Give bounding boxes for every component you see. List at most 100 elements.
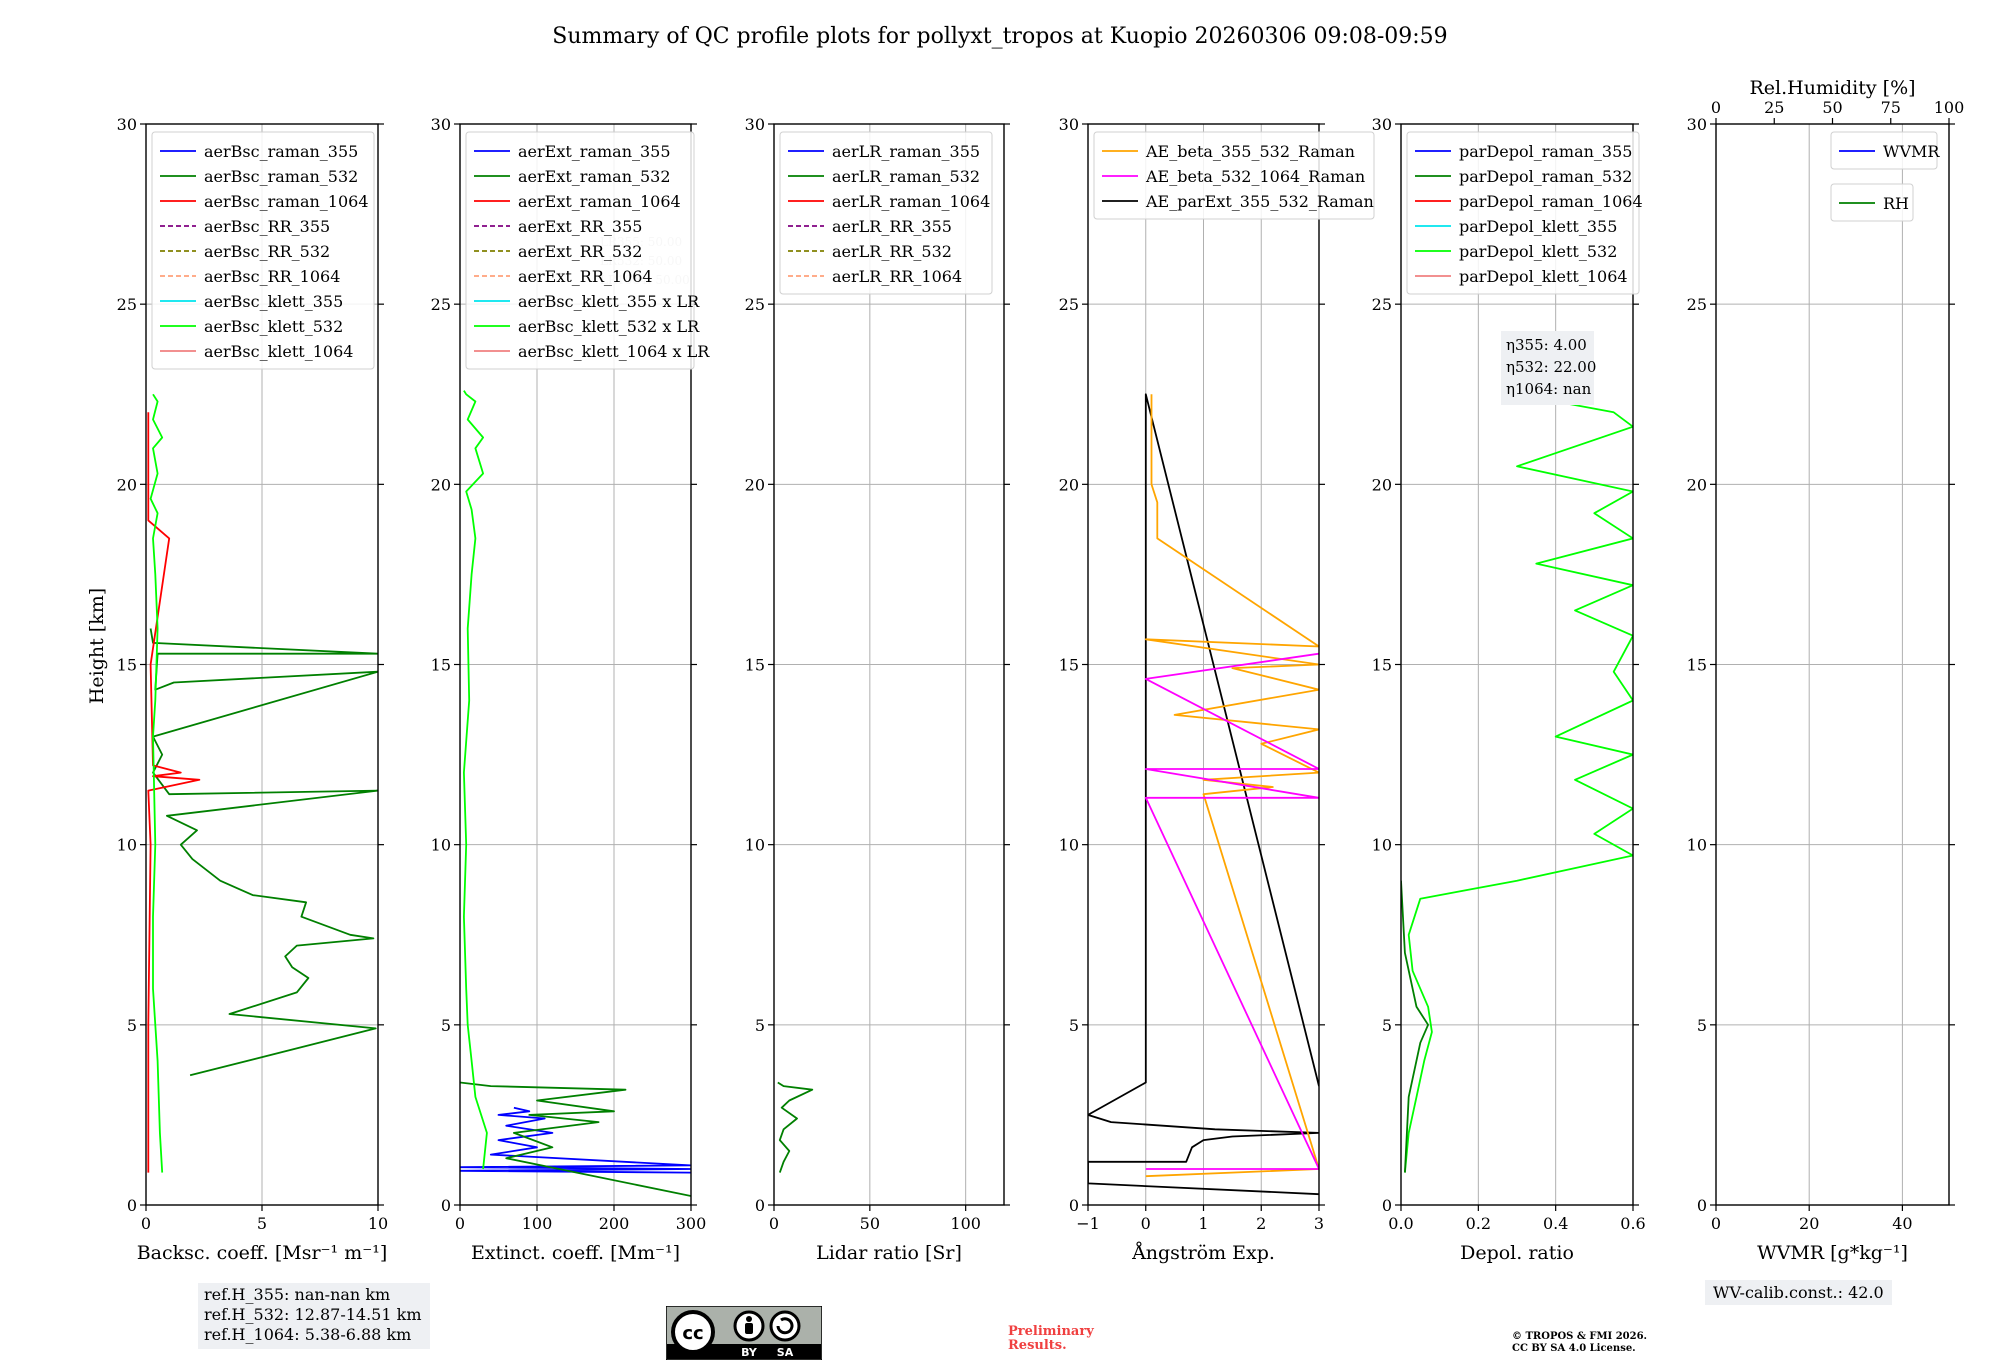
series-line-aerExt_raman_532 <box>460 1081 691 1197</box>
legend-box <box>1406 131 1640 295</box>
series-line-AE_beta_355_532_Raman <box>1144 394 1319 1178</box>
y-tick-label: 5 <box>441 1016 451 1035</box>
y-tick-label: 15 <box>117 656 137 675</box>
top-tick-label: 100 <box>1934 98 1965 117</box>
y-tick-label: 30 <box>117 115 137 134</box>
x-axis-label: Ångström Exp. <box>1131 1242 1275 1264</box>
x-tick-label: 0 <box>1141 1214 1151 1233</box>
y-tick-label: 30 <box>745 115 765 134</box>
legend-entry-label: aerBsc_RR_532 <box>204 242 330 261</box>
x-tick-label: 0 <box>455 1214 465 1233</box>
sa-label: SA <box>777 1346 794 1359</box>
wv-calibration-box: WV-calib.const.: 42.0 <box>1705 1280 1892 1305</box>
y-tick-label: 25 <box>1687 295 1707 314</box>
legend-entry-label: aerExt_RR_1064 <box>518 267 653 286</box>
x-tick-label: 3 <box>1314 1214 1324 1233</box>
legend-entry-label: parDepol_raman_532 <box>1459 167 1632 186</box>
x-tick-label: 0.6 <box>1620 1214 1645 1233</box>
x-axis-label: Depol. ratio <box>1460 1242 1574 1264</box>
y-tick-label: 10 <box>117 836 137 855</box>
top-tick-label: 0 <box>1711 98 1721 117</box>
y-tick-label: 30 <box>1372 115 1392 134</box>
copyright-line-1: © TROPOS & FMI 2026. <box>1512 1331 1648 1342</box>
annotation-box <box>1501 331 1594 405</box>
x-tick-label: 50 <box>860 1214 880 1233</box>
x-tick-label: 100 <box>950 1214 981 1233</box>
annotation-text: η355: 4.00 <box>1506 336 1587 354</box>
series-line-aerBsc_klett_532 x LR <box>462 390 488 1170</box>
y-tick-label: 0 <box>127 1196 137 1215</box>
top-axis-label: Rel.Humidity [%] <box>1749 77 1915 99</box>
x-tick-label: 200 <box>599 1214 630 1233</box>
y-tick-label: 20 <box>1372 475 1392 494</box>
y-tick-label: 0 <box>1069 1196 1079 1215</box>
y-tick-label: 30 <box>1687 115 1707 134</box>
copyright-note: © TROPOS & FMI 2026. CC BY SA 4.0 Licens… <box>1512 1331 1647 1355</box>
series-group <box>1088 393 1319 1196</box>
series-line-AE_parExt_355_532_Raman <box>1088 393 1319 1196</box>
legend-entry-label: aerExt_raman_355 <box>518 142 671 161</box>
y-tick-label: 10 <box>431 836 451 855</box>
legend-entry-label: aerExt_RR_355 <box>518 217 642 236</box>
x-tick-label: 5 <box>257 1214 267 1233</box>
cc-logo-text: cc <box>682 1323 703 1344</box>
legend-entry-label: aerBsc_klett_532 x LR <box>518 317 700 336</box>
x-tick-label: 1 <box>1198 1214 1208 1233</box>
series-line-aerBsc_raman_1064 <box>147 412 201 1173</box>
series-line-aerLR_raman_532 <box>777 1081 814 1173</box>
y-tick-label: 0 <box>1697 1196 1707 1215</box>
series-line-aerExt_raman_355 <box>460 1106 691 1174</box>
x-tick-label: 10 <box>368 1214 388 1233</box>
series-group <box>147 393 378 1173</box>
y-tick-label: 0 <box>755 1196 765 1215</box>
y-tick-label: 25 <box>431 295 451 314</box>
y-tick-label: 15 <box>1372 656 1392 675</box>
legend-box <box>1093 131 1375 220</box>
series-line-aerBsc_klett_532 <box>149 393 164 1173</box>
legend-entry-label: AE_beta_532_1064_Raman <box>1145 167 1365 186</box>
y-tick-label: 25 <box>117 295 137 314</box>
legend-box <box>465 131 695 370</box>
y-tick-label: 20 <box>117 475 137 494</box>
legend-box <box>1830 131 1938 170</box>
share-alike-icon <box>769 1310 801 1342</box>
y-tick-label: 5 <box>1382 1016 1392 1035</box>
legend-entry-label: parDepol_klett_355 <box>1459 217 1617 236</box>
legend-entry-label: parDepol_klett_532 <box>1459 242 1617 261</box>
legend-entry-label: aerBsc_klett_355 x LR <box>518 292 700 311</box>
y-tick-label: 30 <box>431 115 451 134</box>
x-tick-label: 40 <box>1892 1214 1912 1233</box>
y-tick-label: 20 <box>745 475 765 494</box>
x-axis-label: Backsc. coeff. [Msr⁻¹ m⁻¹] <box>137 1242 388 1264</box>
y-tick-label: 5 <box>1069 1016 1079 1035</box>
x-tick-label: 0 <box>1711 1214 1721 1233</box>
x-tick-label: 0.4 <box>1543 1214 1568 1233</box>
legend-entry-label: aerLR_RR_532 <box>832 242 952 261</box>
y-tick-label: 20 <box>1059 475 1079 494</box>
y-tick-label: 5 <box>755 1016 765 1035</box>
by-label: BY <box>741 1346 758 1359</box>
series-group <box>777 1081 814 1173</box>
x-axis-label: Extinct. coeff. [Mm⁻¹] <box>471 1242 680 1264</box>
legend-entry-label: aerBsc_RR_1064 <box>204 267 340 286</box>
legend-entry-label: aerLR_RR_355 <box>832 217 952 236</box>
legend-entry-label: parDepol_raman_355 <box>1459 142 1632 161</box>
y-tick-label: 20 <box>1687 475 1707 494</box>
x-tick-label: 300 <box>676 1214 707 1233</box>
reference-height-box: ref.H_355: nan-nan km ref.H_532: 12.87-1… <box>198 1283 430 1349</box>
series-line-aerBsc_raman_532 <box>149 628 378 1077</box>
y-tick-label: 20 <box>431 475 451 494</box>
x-tick-label: 0.2 <box>1466 1214 1491 1233</box>
series-group <box>460 390 691 1197</box>
legend-entry-label: aerBsc_klett_1064 x LR <box>518 342 710 361</box>
y-tick-label: 15 <box>1059 656 1079 675</box>
legend-entry-label: aerBsc_klett_355 <box>204 292 343 311</box>
y-tick-label: 0 <box>441 1196 451 1215</box>
y-tick-label: 10 <box>745 836 765 855</box>
y-tick-label: 5 <box>127 1016 137 1035</box>
x-axis-label: WVMR [g*kg⁻¹] <box>1757 1242 1908 1264</box>
